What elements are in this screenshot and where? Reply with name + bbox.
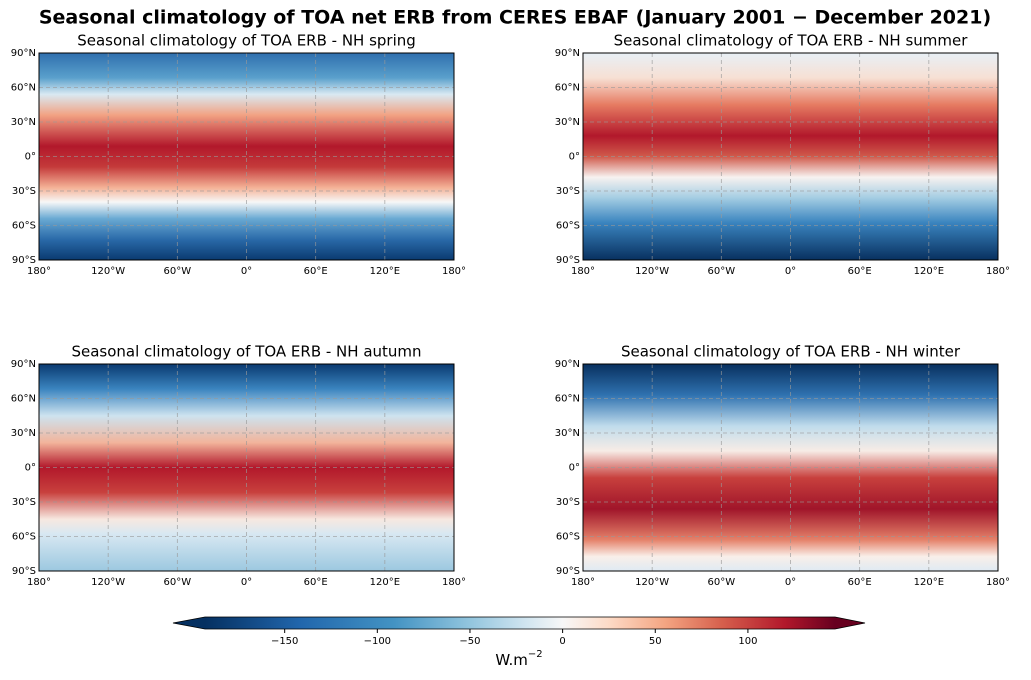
lon-tick-label: 180° — [27, 266, 51, 277]
lat-tick-label: 60°N — [11, 83, 36, 94]
lon-tick-label: 60°W — [164, 577, 192, 588]
lat-tick-label: 60°S — [556, 221, 580, 232]
lat-tick-label: 60°N — [11, 394, 36, 405]
lon-tick-label: 120°E — [370, 577, 400, 588]
lat-tick-label: 90°S — [556, 255, 580, 266]
lon-tick-label: 60°W — [164, 266, 192, 277]
colorbar-label: W.m−2 — [495, 649, 542, 669]
panel-title: Seasonal climatology of TOA ERB - NH win… — [621, 343, 961, 361]
figure-title: Seasonal climatology of TOA net ERB from… — [39, 7, 991, 29]
lat-tick-label: 90°N — [11, 359, 36, 370]
lon-tick-label: 60°E — [304, 266, 328, 277]
lon-tick-label: 120°E — [370, 266, 400, 277]
lat-tick-label: 90°N — [555, 359, 580, 370]
map-frame — [582, 52, 999, 261]
lon-tick-label: 60°W — [708, 266, 736, 277]
panel-title: Seasonal climatology of TOA ERB - NH spr… — [77, 32, 416, 50]
lat-tick-label: 90°S — [556, 566, 580, 577]
lon-tick-label: 60°E — [848, 577, 872, 588]
colorbar-tick-label: 50 — [649, 636, 662, 647]
colorbar-tick-label: −50 — [459, 636, 480, 647]
lon-tick-label: 180° — [571, 577, 595, 588]
colorbar-tick-label: −150 — [271, 636, 298, 647]
lon-tick-label: 60°W — [708, 577, 736, 588]
lat-tick-label: 90°N — [555, 48, 580, 59]
panel-title: Seasonal climatology of TOA ERB - NH sum… — [614, 32, 969, 50]
map-frame — [38, 52, 455, 261]
lat-tick-label: 30°N — [555, 428, 580, 439]
colorbar — [205, 617, 835, 629]
lon-tick-label: 180° — [27, 577, 51, 588]
lat-tick-label: 30°N — [11, 117, 36, 128]
colorbar-label-base: W.m — [495, 651, 528, 669]
colorbar-tick-label: 100 — [738, 636, 757, 647]
lon-tick-label: 0° — [241, 266, 252, 277]
panel-title: Seasonal climatology of TOA ERB - NH aut… — [71, 343, 421, 361]
map-frame — [38, 363, 455, 572]
lon-tick-label: 0° — [785, 577, 796, 588]
lat-tick-label: 30°N — [555, 117, 580, 128]
lon-tick-label: 60°E — [304, 577, 328, 588]
lon-tick-label: 120°E — [914, 577, 944, 588]
lat-tick-label: 0° — [25, 463, 36, 474]
lat-tick-label: 60°N — [555, 394, 580, 405]
lon-tick-label: 60°E — [848, 266, 872, 277]
lat-tick-label: 60°N — [555, 83, 580, 94]
lat-tick-label: 60°S — [556, 532, 580, 543]
lat-tick-label: 30°S — [12, 186, 36, 197]
lon-tick-label: 0° — [785, 266, 796, 277]
lat-tick-label: 0° — [25, 152, 36, 163]
lat-tick-label: 30°N — [11, 428, 36, 439]
lat-tick-label: 60°S — [12, 221, 36, 232]
map-frame — [582, 363, 999, 572]
colorbar-tick-label: −100 — [364, 636, 391, 647]
lat-tick-label: 90°S — [12, 566, 36, 577]
lat-tick-label: 90°S — [12, 255, 36, 266]
lon-tick-label: 120°E — [914, 266, 944, 277]
lat-tick-label: 30°S — [12, 497, 36, 508]
lon-tick-label: 180° — [442, 266, 466, 277]
lon-tick-label: 180° — [986, 577, 1010, 588]
lon-tick-label: 120°W — [91, 577, 125, 588]
lon-tick-label: 180° — [571, 266, 595, 277]
colorbar-extend-high — [835, 617, 865, 629]
lon-tick-label: 0° — [241, 577, 252, 588]
colorbar-tick-label: 0 — [559, 636, 565, 647]
colorbar-label-sup: −2 — [528, 649, 543, 660]
lon-tick-label: 120°W — [635, 577, 669, 588]
lon-tick-label: 120°W — [91, 266, 125, 277]
lat-tick-label: 90°N — [11, 48, 36, 59]
lat-tick-label: 0° — [569, 463, 580, 474]
lon-tick-label: 120°W — [635, 266, 669, 277]
lat-tick-label: 30°S — [556, 186, 580, 197]
lon-tick-label: 180° — [442, 577, 466, 588]
lat-tick-label: 30°S — [556, 497, 580, 508]
lat-tick-label: 60°S — [12, 532, 36, 543]
lat-tick-label: 0° — [569, 152, 580, 163]
lon-tick-label: 180° — [986, 266, 1010, 277]
colorbar-frame — [172, 616, 866, 630]
colorbar-extend-low — [173, 617, 205, 629]
